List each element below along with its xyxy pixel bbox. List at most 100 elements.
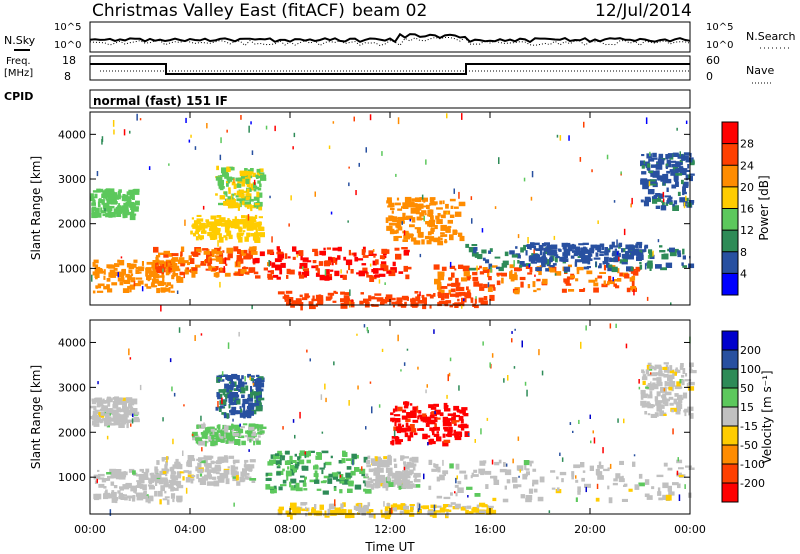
velocity-cell — [392, 408, 396, 413]
velocity-cell — [443, 472, 446, 476]
velocity-cell — [226, 433, 231, 439]
velocity-cell — [247, 375, 255, 378]
power-cell — [257, 187, 262, 191]
velocity-cell — [481, 504, 488, 508]
power-cell — [324, 260, 330, 267]
velocity-cell — [234, 466, 239, 470]
velocity-cell — [413, 409, 417, 413]
power-speckle — [369, 114, 372, 121]
power-cell — [470, 268, 474, 271]
power-cell — [666, 163, 672, 168]
velocity-cell — [400, 510, 405, 514]
date-label: 12/Jul/2014 — [595, 1, 692, 21]
velocity-cell — [641, 403, 645, 408]
power-cell — [103, 285, 108, 290]
power-cell — [458, 302, 465, 307]
power-cell — [607, 265, 613, 272]
velocity-cell — [432, 441, 436, 445]
velocity-cell — [448, 429, 452, 433]
power-speckle — [657, 239, 660, 243]
power-cell — [465, 243, 470, 248]
power-cell — [226, 167, 231, 173]
power-cell — [429, 197, 436, 200]
power-cell — [401, 206, 404, 209]
power-cell — [247, 205, 250, 209]
velocity-cell — [129, 408, 132, 415]
power-cell — [276, 276, 281, 280]
power-cell — [228, 230, 232, 237]
power-cell — [298, 250, 304, 256]
velocity-speckle — [178, 327, 181, 333]
velocity-cell — [402, 470, 409, 473]
velocity-cell — [672, 482, 679, 486]
velocity-speckle — [676, 470, 679, 476]
velocity-cell — [188, 456, 192, 461]
power-speckle — [652, 250, 654, 257]
power-cell — [409, 233, 414, 238]
velocity-cell — [232, 392, 239, 398]
velocity-cell — [256, 378, 262, 382]
velocity-cell — [255, 395, 262, 399]
velocity-cell — [645, 369, 649, 375]
velocity-cell — [340, 480, 345, 484]
power-colorbar-label: Power [dB] — [757, 175, 771, 240]
power-cell — [403, 296, 408, 301]
velocity-cell — [665, 364, 669, 368]
velocity-cell — [161, 457, 169, 461]
power-cell — [298, 274, 305, 279]
velocity-cell — [396, 475, 401, 481]
velocity-cell — [239, 406, 242, 410]
power-cell — [525, 250, 528, 256]
velocity-cell — [664, 391, 672, 396]
velocity-cell — [689, 370, 697, 374]
power-speckle — [251, 150, 254, 155]
velocity-cell — [204, 469, 212, 473]
velocity-cell — [242, 410, 249, 414]
velocity-cell — [155, 473, 162, 478]
power-cell — [685, 159, 693, 163]
velocity-cell — [115, 469, 122, 474]
power-cell — [689, 175, 693, 182]
power-speckle — [219, 154, 222, 161]
power-cell — [552, 263, 557, 266]
velocity-cell — [128, 468, 135, 473]
power-cell — [588, 258, 593, 261]
power-cell — [95, 285, 102, 289]
velocity-cell — [446, 418, 453, 421]
velocity-cell — [192, 431, 198, 438]
velocity-cell — [525, 468, 530, 471]
velocity-cell — [216, 430, 223, 433]
power-speckle — [223, 266, 225, 273]
power-cell — [463, 271, 470, 277]
velocity-cell — [599, 475, 603, 479]
power-cell — [328, 276, 333, 281]
velocity-cell — [401, 424, 404, 428]
velocity-cell — [357, 512, 360, 515]
velocity-cell — [189, 478, 195, 481]
velocity-cell — [641, 376, 648, 381]
power-cell — [519, 261, 525, 266]
velocity-cell — [229, 391, 236, 397]
power-cell — [363, 298, 369, 303]
power-cell — [564, 279, 570, 284]
velocity-cell — [400, 503, 406, 509]
power-cell — [130, 277, 136, 283]
velocity-cell — [366, 464, 371, 468]
velocity-cell — [339, 489, 343, 494]
power-cell — [613, 245, 618, 248]
velocity-cell — [123, 406, 130, 412]
power-cell — [572, 250, 579, 253]
power-cell — [286, 275, 289, 279]
velocity-cell — [244, 469, 247, 475]
velocity-cell — [333, 487, 337, 491]
power-cell — [168, 253, 173, 257]
power-cell — [232, 218, 239, 223]
velocity-cell — [282, 455, 285, 461]
velocity-speckle — [433, 329, 435, 334]
power-cell — [527, 284, 531, 289]
power-speckle — [219, 281, 221, 288]
velocity-cell — [383, 456, 388, 460]
velocity-cell — [294, 463, 299, 469]
power-cell — [209, 226, 217, 231]
velocity-cell — [118, 422, 125, 428]
